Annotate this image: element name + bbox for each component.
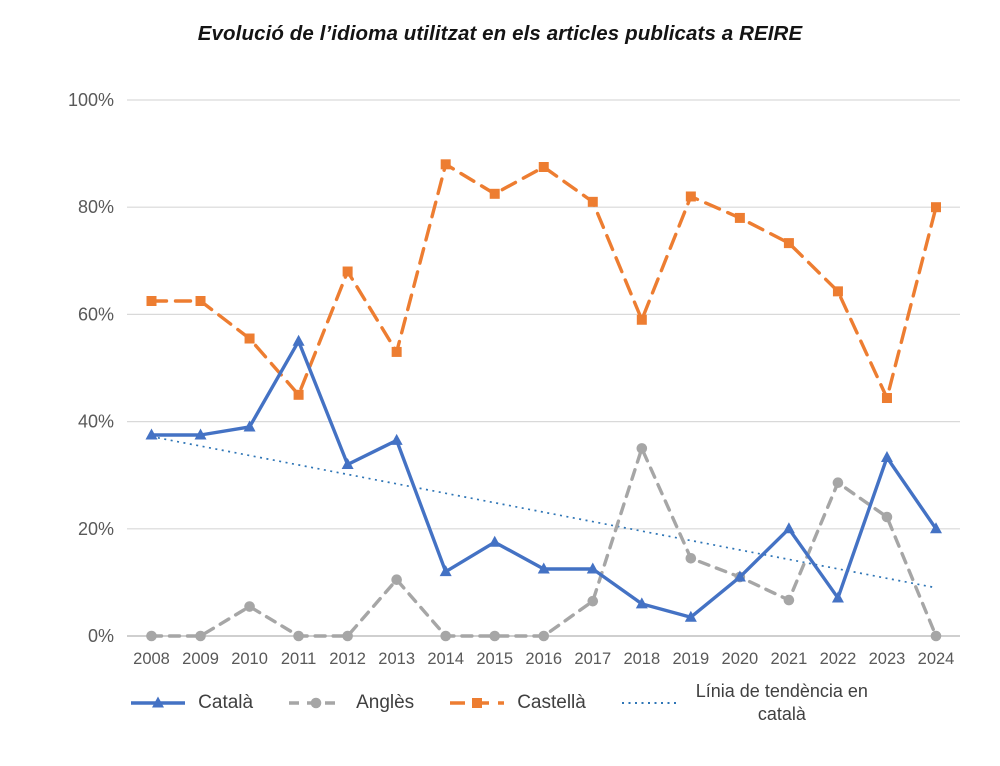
legend-item-trendline: Línia de tendència en català — [620, 680, 871, 727]
svg-text:2014: 2014 — [427, 650, 464, 668]
svg-text:2010: 2010 — [231, 650, 268, 668]
svg-text:2015: 2015 — [476, 650, 513, 668]
legend-item-angles: Anglès — [287, 692, 414, 714]
trendline-dotted-icon — [621, 702, 680, 705]
chart-canvas: 0% 20% 40% 60% 80% 100% 2008 2009 2010 2011 2012 20… — [68, 90, 960, 668]
catala-line-icon — [131, 696, 186, 708]
svg-text:2009: 2009 — [182, 650, 219, 668]
svg-text:2008: 2008 — [133, 650, 170, 668]
svg-text:2016: 2016 — [525, 650, 562, 668]
svg-text:2013: 2013 — [378, 650, 415, 668]
svg-text:2017: 2017 — [574, 650, 611, 668]
svg-text:2020: 2020 — [722, 650, 759, 668]
angles-line-icon — [289, 698, 344, 709]
legend-label-catala: Català — [198, 692, 254, 714]
legend-item-catala: Català — [129, 692, 253, 714]
svg-text:2019: 2019 — [672, 650, 709, 668]
chart-title: Evolució de l’idioma utilitzat en els ar… — [197, 22, 803, 45]
svg-text:2024: 2024 — [918, 650, 955, 668]
svg-text:2023: 2023 — [869, 650, 906, 668]
chart-legend: Català Anglès Castellà Línia de tendènci… — [0, 680, 1000, 727]
svg-text:2022: 2022 — [820, 650, 857, 668]
svg-text:20%: 20% — [78, 519, 114, 539]
legend-label-trendline: Línia de tendència en català — [695, 681, 868, 725]
svg-text:60%: 60% — [78, 304, 114, 324]
svg-text:2018: 2018 — [623, 650, 660, 668]
svg-text:2011: 2011 — [281, 650, 316, 668]
svg-text:0%: 0% — [88, 626, 114, 646]
legend-item-castella: Castellà — [448, 692, 586, 714]
legend-label-castella: Castellà — [517, 692, 586, 714]
svg-text:80%: 80% — [78, 197, 114, 217]
castella-line-icon — [450, 698, 505, 709]
legend-label-angles: Anglès — [356, 692, 415, 714]
svg-text:100%: 100% — [68, 90, 114, 110]
svg-text:2012: 2012 — [329, 650, 366, 668]
svg-text:2021: 2021 — [771, 650, 808, 668]
svg-text:40%: 40% — [78, 412, 114, 432]
